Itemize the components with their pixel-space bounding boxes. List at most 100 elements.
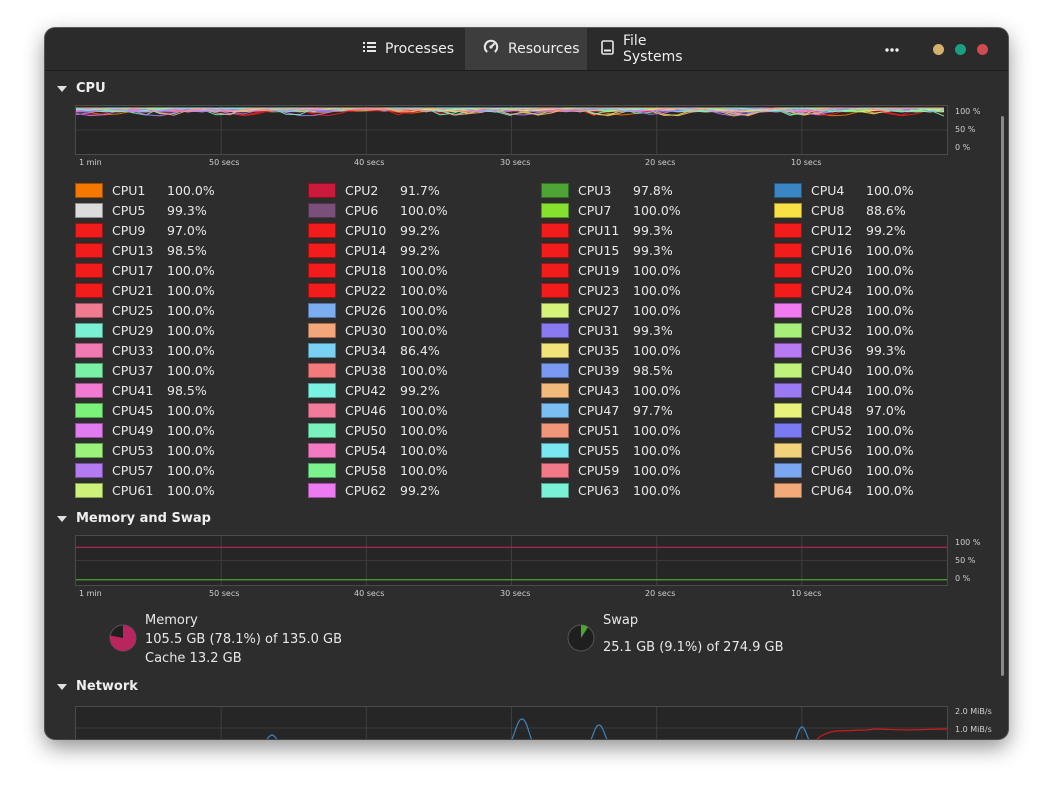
cpu-legend-item[interactable]: CPU12 99.2%	[774, 221, 974, 241]
cpu-color-swatch[interactable]	[75, 323, 103, 338]
cpu-legend-item[interactable]: CPU44 100.0%	[774, 381, 974, 401]
cpu-legend-item[interactable]: CPU43 100.0%	[541, 381, 741, 401]
cpu-color-swatch[interactable]	[541, 443, 569, 458]
cpu-legend-item[interactable]: CPU9 97.0%	[75, 221, 275, 241]
tab-file-systems[interactable]: File Systems	[587, 28, 707, 70]
cpu-color-swatch[interactable]	[774, 203, 802, 218]
cpu-color-swatch[interactable]	[308, 263, 336, 278]
cpu-legend-item[interactable]: CPU28 100.0%	[774, 301, 974, 321]
cpu-legend-item[interactable]: CPU56 100.0%	[774, 441, 974, 461]
cpu-color-swatch[interactable]	[308, 363, 336, 378]
cpu-legend-item[interactable]: CPU23 100.0%	[541, 281, 741, 301]
cpu-legend-item[interactable]: CPU2 91.7%	[308, 181, 508, 201]
cpu-legend-item[interactable]: CPU11 99.3%	[541, 221, 741, 241]
cpu-color-swatch[interactable]	[541, 483, 569, 498]
cpu-color-swatch[interactable]	[541, 323, 569, 338]
cpu-legend-item[interactable]: CPU52 100.0%	[774, 421, 974, 441]
cpu-color-swatch[interactable]	[308, 323, 336, 338]
cpu-legend-item[interactable]: CPU14 99.2%	[308, 241, 508, 261]
cpu-legend-item[interactable]: CPU58 100.0%	[308, 461, 508, 481]
cpu-color-swatch[interactable]	[774, 323, 802, 338]
cpu-color-swatch[interactable]	[541, 383, 569, 398]
cpu-legend-item[interactable]: CPU31 99.3%	[541, 321, 741, 341]
cpu-color-swatch[interactable]	[541, 263, 569, 278]
cpu-section-header[interactable]: CPU	[57, 81, 106, 96]
cpu-color-swatch[interactable]	[308, 183, 336, 198]
cpu-color-swatch[interactable]	[308, 203, 336, 218]
cpu-color-swatch[interactable]	[541, 203, 569, 218]
cpu-legend-item[interactable]: CPU39 98.5%	[541, 361, 741, 381]
cpu-legend-item[interactable]: CPU63 100.0%	[541, 481, 741, 501]
cpu-legend-item[interactable]: CPU18 100.0%	[308, 261, 508, 281]
cpu-color-swatch[interactable]	[308, 403, 336, 418]
cpu-legend-item[interactable]: CPU30 100.0%	[308, 321, 508, 341]
cpu-legend-item[interactable]: CPU40 100.0%	[774, 361, 974, 381]
cpu-legend-item[interactable]: CPU57 100.0%	[75, 461, 275, 481]
cpu-legend-item[interactable]: CPU62 99.2%	[308, 481, 508, 501]
cpu-legend-item[interactable]: CPU42 99.2%	[308, 381, 508, 401]
cpu-color-swatch[interactable]	[308, 423, 336, 438]
cpu-color-swatch[interactable]	[541, 363, 569, 378]
cpu-legend-item[interactable]: CPU7 100.0%	[541, 201, 741, 221]
cpu-color-swatch[interactable]	[774, 483, 802, 498]
cpu-legend-item[interactable]: CPU38 100.0%	[308, 361, 508, 381]
cpu-legend-item[interactable]: CPU41 98.5%	[75, 381, 275, 401]
cpu-color-swatch[interactable]	[308, 223, 336, 238]
cpu-color-swatch[interactable]	[774, 423, 802, 438]
cpu-legend-item[interactable]: CPU46 100.0%	[308, 401, 508, 421]
cpu-legend-item[interactable]: CPU33 100.0%	[75, 341, 275, 361]
cpu-color-swatch[interactable]	[541, 283, 569, 298]
cpu-legend-item[interactable]: CPU36 99.3%	[774, 341, 974, 361]
cpu-color-swatch[interactable]	[75, 443, 103, 458]
cpu-legend-item[interactable]: CPU1 100.0%	[75, 181, 275, 201]
cpu-color-swatch[interactable]	[308, 383, 336, 398]
cpu-color-swatch[interactable]	[541, 463, 569, 478]
cpu-legend-item[interactable]: CPU53 100.0%	[75, 441, 275, 461]
cpu-legend-item[interactable]: CPU45 100.0%	[75, 401, 275, 421]
cpu-legend-item[interactable]: CPU24 100.0%	[774, 281, 974, 301]
cpu-color-swatch[interactable]	[774, 263, 802, 278]
cpu-legend-item[interactable]: CPU26 100.0%	[308, 301, 508, 321]
cpu-legend-item[interactable]: CPU35 100.0%	[541, 341, 741, 361]
cpu-legend-item[interactable]: CPU64 100.0%	[774, 481, 974, 501]
vertical-scrollbar[interactable]	[1001, 116, 1004, 676]
cpu-legend-item[interactable]: CPU6 100.0%	[308, 201, 508, 221]
cpu-legend-item[interactable]: CPU61 100.0%	[75, 481, 275, 501]
cpu-color-swatch[interactable]	[75, 383, 103, 398]
close-button[interactable]	[977, 44, 988, 55]
cpu-color-swatch[interactable]	[75, 403, 103, 418]
cpu-legend-item[interactable]: CPU20 100.0%	[774, 261, 974, 281]
cpu-color-swatch[interactable]	[541, 403, 569, 418]
cpu-color-swatch[interactable]	[308, 283, 336, 298]
cpu-color-swatch[interactable]	[75, 483, 103, 498]
cpu-color-swatch[interactable]	[75, 343, 103, 358]
cpu-color-swatch[interactable]	[75, 263, 103, 278]
cpu-color-swatch[interactable]	[75, 363, 103, 378]
cpu-legend-item[interactable]: CPU4 100.0%	[774, 181, 974, 201]
cpu-color-swatch[interactable]	[774, 463, 802, 478]
cpu-color-swatch[interactable]	[774, 343, 802, 358]
cpu-color-swatch[interactable]	[541, 423, 569, 438]
cpu-color-swatch[interactable]	[774, 363, 802, 378]
cpu-legend-item[interactable]: CPU51 100.0%	[541, 421, 741, 441]
cpu-color-swatch[interactable]	[75, 303, 103, 318]
cpu-color-swatch[interactable]	[774, 403, 802, 418]
cpu-legend-item[interactable]: CPU27 100.0%	[541, 301, 741, 321]
minimize-button[interactable]	[933, 44, 944, 55]
cpu-legend-item[interactable]: CPU50 100.0%	[308, 421, 508, 441]
cpu-legend-item[interactable]: CPU54 100.0%	[308, 441, 508, 461]
cpu-color-swatch[interactable]	[774, 443, 802, 458]
cpu-legend-item[interactable]: CPU60 100.0%	[774, 461, 974, 481]
cpu-legend-item[interactable]: CPU37 100.0%	[75, 361, 275, 381]
cpu-legend-item[interactable]: CPU25 100.0%	[75, 301, 275, 321]
cpu-color-swatch[interactable]	[75, 243, 103, 258]
cpu-color-swatch[interactable]	[541, 243, 569, 258]
cpu-color-swatch[interactable]	[774, 223, 802, 238]
cpu-color-swatch[interactable]	[75, 223, 103, 238]
cpu-legend-item[interactable]: CPU59 100.0%	[541, 461, 741, 481]
cpu-color-swatch[interactable]	[75, 283, 103, 298]
cpu-color-swatch[interactable]	[774, 303, 802, 318]
cpu-color-swatch[interactable]	[75, 183, 103, 198]
cpu-legend-item[interactable]: CPU15 99.3%	[541, 241, 741, 261]
cpu-color-swatch[interactable]	[308, 343, 336, 358]
